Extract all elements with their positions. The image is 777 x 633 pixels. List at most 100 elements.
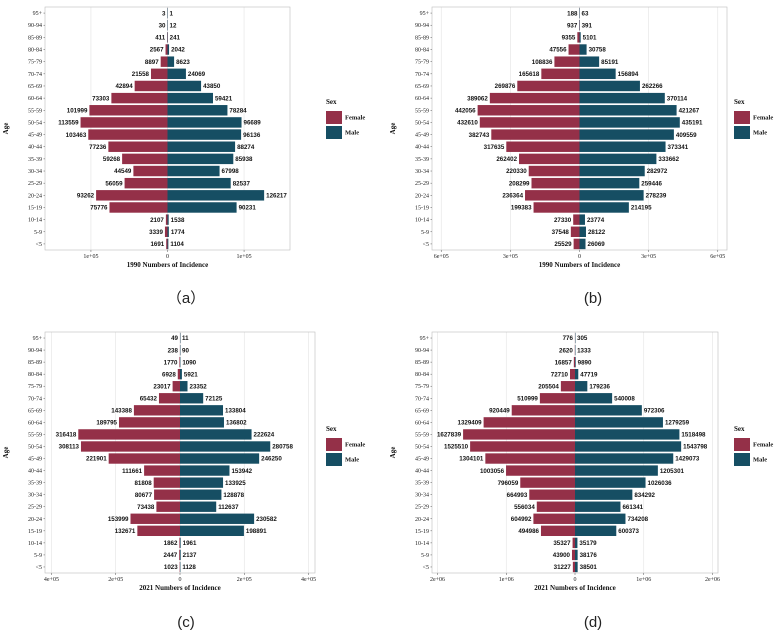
value-label-female: 442056 (455, 107, 476, 114)
tick-label-y: 35-39 (415, 481, 429, 487)
tick-label-y: 60-64 (415, 420, 429, 426)
bar-female (519, 153, 580, 165)
bar-male (167, 153, 234, 165)
bar-male (180, 489, 222, 500)
value-label-male: 1429073 (675, 456, 700, 463)
tick-label-y: 20-24 (28, 517, 42, 523)
legend-title: Sex (734, 425, 745, 433)
tick-label-y: 30-34 (415, 169, 429, 175)
tick-label-y: 85-89 (28, 360, 42, 366)
bar-female (166, 238, 168, 250)
tick-label-y: 5-9 (34, 230, 42, 236)
bar-male (575, 393, 613, 404)
tick-label-y: 90-94 (415, 348, 429, 354)
bar-female (491, 129, 580, 140)
bar-female (109, 202, 168, 213)
value-label-male: 1026036 (648, 480, 673, 487)
value-label-male: 23352 (190, 383, 208, 390)
legend-label-male: Male (753, 457, 767, 464)
legend-title: Sex (734, 98, 745, 106)
value-label-female: 72710 (551, 371, 569, 378)
value-label-male: 23774 (587, 217, 605, 224)
value-label-female: 220330 (506, 168, 527, 175)
tick-label-x: 1e+06 (636, 577, 651, 583)
tick-label-y: <5 (423, 565, 429, 571)
tick-label-y: 55-59 (28, 108, 42, 114)
value-label-male: 834292 (634, 492, 655, 499)
tick-label-y: 15-19 (28, 529, 42, 535)
value-label-female: 664993 (507, 492, 528, 499)
legend-swatch-male (734, 126, 750, 139)
bar-male (575, 537, 578, 549)
bar-male (167, 80, 202, 92)
value-label-male: 280758 (272, 444, 293, 451)
tick-label-x: 0 (179, 577, 182, 583)
value-label-male: 282972 (647, 168, 668, 175)
bar-female (179, 537, 180, 549)
bar-male (167, 226, 169, 237)
tick-label-y: 60-64 (415, 96, 429, 102)
legend-label-female: Female (753, 115, 773, 122)
value-label-male: 1333 (577, 347, 591, 354)
value-label-female: 269876 (495, 83, 516, 90)
tick-label-y: 80-84 (415, 372, 429, 378)
bar-female (111, 92, 168, 104)
value-label-female: 44549 (114, 168, 132, 175)
tick-label-y: 45-49 (28, 457, 42, 463)
tick-label-y: 35-39 (28, 157, 42, 163)
bar-male (167, 44, 170, 55)
tick-label-y: 35-39 (28, 481, 42, 487)
tick-label-y: 65-69 (28, 408, 42, 414)
bar-male (579, 44, 587, 55)
tick-label-y: 50-54 (28, 444, 42, 450)
legend-swatch-male (734, 453, 750, 466)
tick-label-y: 70-74 (28, 396, 42, 402)
legend-label-male: Male (753, 130, 767, 137)
value-label-female: 205504 (538, 383, 559, 390)
bar-female (80, 441, 180, 452)
bar-female (533, 202, 580, 213)
tick-label-y: 15-19 (28, 205, 42, 211)
tick-label-y: 25-29 (28, 181, 42, 187)
chart-panel-3: 49 11 95+ 238 90 90-94 1770 1090 85-89 6928 5921 80… (2, 331, 365, 631)
value-label-male: 156894 (618, 71, 639, 78)
bar-female (517, 80, 580, 92)
bar-male (167, 202, 237, 213)
value-label-male: 88274 (237, 144, 255, 151)
bar-male (167, 141, 236, 152)
bar-male (575, 513, 626, 524)
value-label-female: 132671 (115, 528, 136, 535)
tick-label-x: 2e+06 (705, 577, 720, 583)
bar-female (118, 417, 180, 428)
bar-male (167, 129, 242, 140)
bar-male (575, 381, 588, 392)
tick-label-y: <5 (36, 565, 42, 571)
value-label-female: 221901 (86, 456, 107, 463)
tick-label-y: 5-9 (421, 230, 429, 236)
legend-swatch-female (734, 438, 750, 451)
value-label-male: 8623 (176, 59, 190, 66)
value-label-female: 604992 (511, 516, 532, 523)
value-label-female: 382743 (469, 132, 490, 139)
x-axis-title: 1990 Numbers of Incidence (127, 261, 208, 269)
value-label-female: 47556 (549, 47, 567, 54)
bar-male (579, 190, 644, 201)
value-label-female: 1862 (164, 540, 178, 547)
tick-label-x: 6e+05 (434, 254, 449, 260)
value-label-female: 31227 (554, 564, 572, 571)
value-label-male: 96136 (243, 132, 261, 139)
bar-female (179, 356, 180, 368)
bar-male (575, 405, 642, 416)
tick-label-x: 2e+06 (430, 577, 445, 583)
tick-label-y: 20-24 (28, 193, 42, 199)
tick-label-x: 6e+05 (710, 254, 725, 260)
value-label-male: 126217 (266, 193, 287, 200)
tick-label-y: 55-59 (28, 432, 42, 438)
bar-female (137, 525, 180, 537)
value-label-male: 24069 (188, 71, 206, 78)
tick-label-y: 90-94 (28, 348, 42, 354)
legend-swatch-female (734, 111, 750, 124)
value-label-female: 556034 (514, 504, 535, 511)
value-label-male: 11 (182, 335, 189, 342)
value-label-male: 600373 (618, 528, 639, 535)
